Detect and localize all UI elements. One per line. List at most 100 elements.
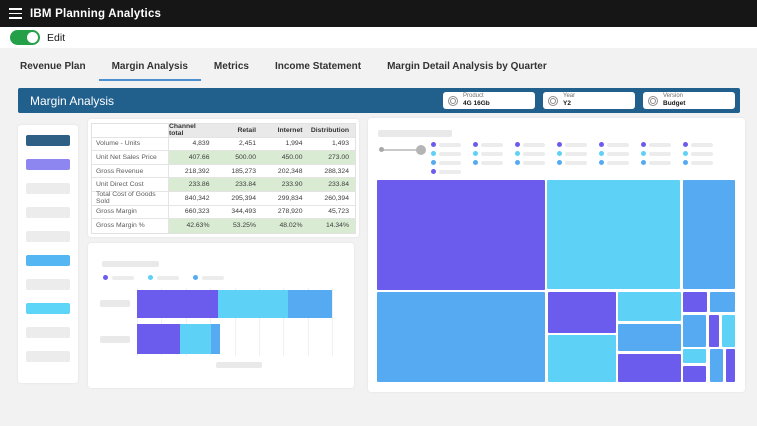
legend-dot — [473, 160, 478, 165]
table-cell[interactable]: 295,394 — [231, 194, 256, 202]
table-row: Gross Revenue 218,392 185,273 202,348 288,32… — [92, 164, 355, 179]
table-cell[interactable]: 202,348 — [277, 167, 303, 175]
table-row: Volume - Units 4,839 2,451 1,994 1,493 — [92, 137, 355, 152]
treemap-cell-blue[interactable] — [683, 315, 706, 348]
treemap-legend-item — [557, 151, 587, 156]
table-cell[interactable]: 48.02% — [262, 219, 309, 233]
treemap-cell-blue[interactable] — [683, 180, 735, 290]
tab-margin-analysis[interactable]: Margin Analysis — [98, 57, 201, 81]
bar-segment-cyan[interactable] — [179, 324, 212, 354]
legend-label-placeholder — [691, 142, 713, 147]
table-cell[interactable]: 660,323 — [184, 208, 210, 216]
margin-table-card: Channel total Retail Internet Distribution V… — [88, 119, 359, 237]
treemap-cell-blue[interactable] — [709, 349, 723, 382]
table-cell[interactable]: 407.66 — [169, 151, 216, 164]
legend-dot — [431, 151, 436, 156]
legend-dot — [515, 151, 520, 156]
table-cell[interactable]: 233.84 — [308, 178, 355, 191]
treemap-cell-purple[interactable] — [683, 291, 708, 313]
stacked-bar — [137, 324, 332, 354]
legend-dot — [683, 151, 688, 156]
treemap-cell-cyan[interactable] — [547, 180, 681, 290]
bar-segment-purple[interactable] — [137, 324, 180, 354]
hamburger-menu-icon[interactable] — [0, 0, 30, 27]
filter-text: Year Y2 — [563, 93, 575, 107]
table-cell[interactable]: 278,920 — [277, 208, 303, 216]
slicer-icon — [448, 95, 458, 106]
treemap-cell-cyan[interactable] — [722, 315, 735, 348]
zoom-slider-min-handle[interactable] — [379, 147, 384, 152]
treemap-legend-column — [473, 142, 503, 165]
treemap-legend-item — [683, 142, 713, 147]
legend-dot — [599, 160, 604, 165]
treemap-cell-cyan[interactable] — [683, 349, 706, 363]
edit-toggle[interactable] — [10, 30, 40, 45]
table-header-row: Channel total Retail Internet Distribution — [92, 123, 355, 138]
treemap-cell-blue[interactable] — [709, 291, 735, 313]
treemap-cell-purple[interactable] — [617, 354, 681, 382]
legend-dot — [557, 160, 562, 165]
tab-bar: Revenue Plan Margin Analysis Metrics Income… — [7, 57, 560, 81]
table-cell[interactable]: 1,493 — [331, 140, 349, 148]
chart-title-placeholder — [102, 261, 159, 267]
filter-button-version[interactable]: Version Budget — [643, 92, 735, 109]
table-cell[interactable]: 344,493 — [231, 208, 256, 216]
table-cell[interactable]: 840,342 — [184, 194, 210, 202]
legend-dot — [103, 275, 108, 280]
bar-segment-purple[interactable] — [137, 290, 218, 318]
table-cell[interactable]: 2,451 — [238, 140, 256, 148]
filter-value: Budget — [663, 100, 686, 108]
tab-revenue-plan[interactable]: Revenue Plan — [20, 61, 86, 72]
bar-segment-cyan[interactable] — [217, 290, 289, 318]
app-title: IBM Planning Analytics — [30, 7, 162, 20]
table-cell[interactable]: 4,839 — [192, 140, 210, 148]
table-cell[interactable]: 42.63% — [169, 219, 216, 233]
table-row: Unit Direct Cost 233.86 233.84 233.90 233.84 — [92, 178, 355, 192]
filter-button-product[interactable]: Product 4G 16Gb — [443, 92, 535, 109]
table-cell[interactable]: 450.00 — [262, 151, 309, 164]
table-row: Gross Margin 660,323 344,493 278,920 45,723 — [92, 205, 355, 220]
gridline — [234, 288, 236, 356]
treemap-cell-purple[interactable] — [726, 349, 735, 382]
table-cell[interactable]: 45,723 — [328, 208, 349, 216]
table-cell[interactable]: 233.86 — [169, 178, 216, 191]
tab-margin-detail-analysis-by-quarter[interactable]: Margin Detail Analysis by Quarter — [387, 61, 547, 72]
table-cell[interactable]: 185,273 — [231, 167, 256, 175]
gridline — [185, 288, 187, 356]
treemap-cell-cyan[interactable] — [548, 335, 617, 382]
treemap-title-placeholder — [378, 130, 452, 137]
filter-button-year[interactable]: Year Y2 — [543, 92, 635, 109]
treemap-legend-column — [599, 142, 629, 165]
treemap-cell-purple[interactable] — [708, 315, 719, 348]
table-cell[interactable]: 233.90 — [262, 178, 309, 191]
legend-dot — [557, 151, 562, 156]
treemap-cell-blue[interactable] — [617, 324, 681, 352]
table-cell[interactable]: 53.25% — [215, 219, 262, 233]
bar-segment-blue[interactable] — [211, 324, 220, 354]
treemap-cell-blue[interactable] — [377, 291, 545, 382]
table-cell[interactable]: 218,392 — [184, 167, 210, 175]
table-cell[interactable]: 1,994 — [285, 140, 303, 148]
treemap-cell-purple[interactable] — [683, 366, 706, 382]
table-corner-cell — [92, 124, 169, 137]
treemap-cell-cyan[interactable] — [617, 291, 681, 322]
table-cell[interactable]: 273.00 — [308, 151, 355, 164]
treemap-legend-item — [473, 142, 503, 147]
legend-dot — [431, 160, 436, 165]
table-cell[interactable]: 14.34% — [308, 219, 355, 233]
treemap-cell-purple[interactable] — [377, 180, 545, 291]
table-cell[interactable]: 260,394 — [324, 194, 349, 202]
table-cell[interactable]: 233.84 — [215, 178, 262, 191]
treemap-legend-item — [431, 142, 461, 147]
table-cell[interactable]: 500.00 — [215, 151, 262, 164]
table-row: Total Cost of Goods Sold 840,342 295,394 29… — [92, 191, 355, 206]
zoom-slider-handle[interactable] — [416, 145, 426, 155]
bar-segment-blue[interactable] — [288, 290, 332, 318]
zoom-slider-track[interactable] — [381, 149, 423, 151]
treemap-cell-purple[interactable] — [548, 291, 617, 334]
row-label: Gross Margin — [92, 205, 169, 219]
table-cell[interactable]: 288,324 — [324, 167, 349, 175]
tab-metrics[interactable]: Metrics — [213, 61, 249, 72]
table-cell[interactable]: 299,834 — [277, 194, 303, 202]
tab-income-statement[interactable]: Income Statement — [274, 61, 362, 72]
